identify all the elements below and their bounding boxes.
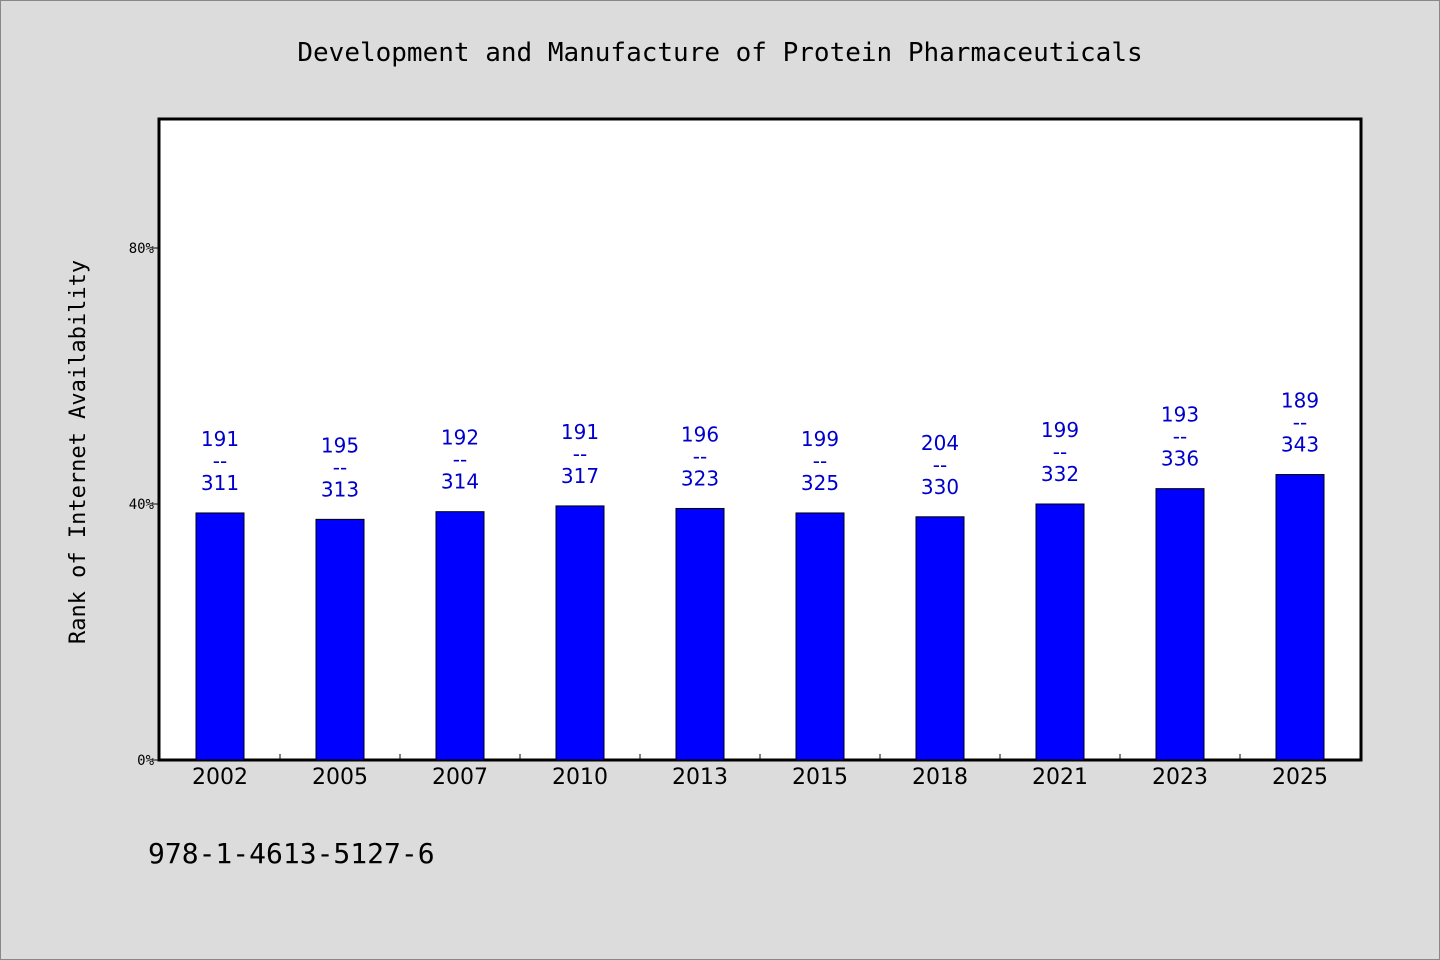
bar-2021 — [1035, 503, 1085, 761]
data-label-separator: -- — [333, 455, 347, 479]
data-label-bottom: 332 — [1041, 462, 1079, 486]
x-tick-label: 2023 — [1152, 765, 1208, 790]
data-labels-group: 311--191313--195314--192317--191323--196… — [201, 389, 1319, 502]
data-label-top: 191 — [561, 420, 599, 444]
bars-group — [195, 474, 1325, 761]
data-label-separator: -- — [1293, 411, 1307, 435]
bar-2007 — [435, 511, 485, 761]
x-tick-label: 2002 — [192, 765, 248, 790]
data-label-top: 195 — [321, 433, 359, 457]
data-label-top: 189 — [1281, 389, 1319, 413]
data-label-top: 199 — [1041, 418, 1079, 442]
x-tick-label: 2007 — [432, 765, 488, 790]
data-label-top: 193 — [1161, 403, 1199, 427]
x-tick-label: 2005 — [312, 765, 368, 790]
data-label-bottom: 325 — [801, 471, 839, 495]
data-label-bottom: 330 — [921, 475, 959, 499]
x-tick-label: 2015 — [792, 765, 848, 790]
x-tick-label: 2021 — [1032, 765, 1088, 790]
data-label-top: 191 — [201, 427, 239, 451]
data-label-top: 192 — [441, 426, 479, 450]
data-label-bottom: 323 — [681, 466, 719, 490]
data-label-separator: -- — [693, 444, 707, 468]
data-label-bottom: 317 — [561, 464, 599, 488]
x-tick-label: 2013 — [672, 765, 728, 790]
x-tick-label: 2010 — [552, 765, 608, 790]
data-label-separator: -- — [1173, 425, 1187, 449]
data-label-top: 204 — [921, 431, 959, 455]
data-label-bottom: 343 — [1281, 433, 1319, 457]
data-label-separator: -- — [453, 448, 467, 472]
data-label-bottom: 313 — [321, 477, 359, 501]
y-axis-label: Rank of Internet Availability — [66, 260, 91, 644]
data-label-bottom: 314 — [441, 470, 479, 494]
bar-2023 — [1155, 488, 1205, 761]
data-label-separator: -- — [573, 442, 587, 466]
y-tick-label: 0% — [137, 753, 154, 769]
y-tick-label: 40% — [129, 497, 155, 513]
data-label-separator: -- — [813, 449, 827, 473]
bar-2002 — [195, 512, 245, 761]
bar-2010 — [555, 505, 605, 761]
data-label-top: 196 — [681, 422, 719, 446]
x-tick-label: 2025 — [1272, 765, 1328, 790]
data-label-bottom: 336 — [1161, 447, 1199, 471]
bar-2025 — [1275, 474, 1325, 761]
x-axis-ticks: 2002 2005 2007 2010 2013 2015 2018 2021 2023 2025 — [192, 754, 1328, 790]
y-axis-ticks: 0% 40% 80% — [129, 241, 160, 769]
bar-2015 — [795, 512, 845, 761]
bar-2018 — [915, 516, 965, 761]
data-label-top: 199 — [801, 427, 839, 451]
y-tick-label: 80% — [129, 241, 155, 257]
bar-2013 — [675, 507, 725, 761]
data-label-separator: -- — [1053, 440, 1067, 464]
data-label-separator: -- — [933, 453, 947, 477]
isbn-footer: 978-1-4613-5127-6 — [148, 837, 435, 870]
data-label-bottom: 311 — [201, 471, 239, 495]
data-label-separator: -- — [213, 449, 227, 473]
chart-title: Development and Manufacture of Protein P… — [297, 38, 1142, 68]
bar-2005 — [315, 518, 365, 761]
x-tick-label: 2018 — [912, 765, 968, 790]
